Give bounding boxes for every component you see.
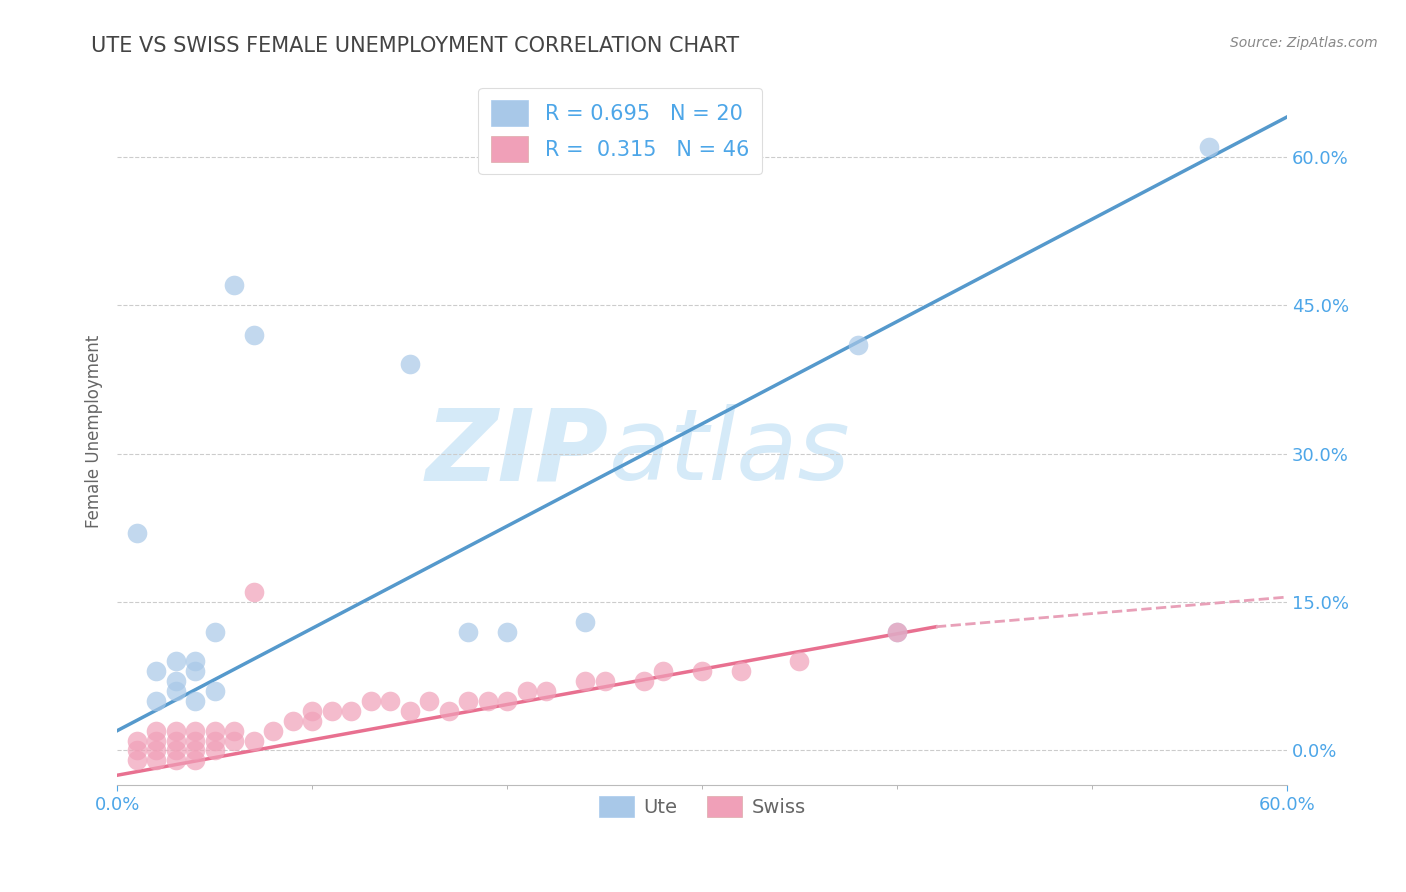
Point — [165, 723, 187, 738]
Point — [301, 704, 323, 718]
Point — [145, 733, 167, 747]
Point — [125, 525, 148, 540]
Point — [224, 733, 246, 747]
Point — [125, 753, 148, 767]
Point — [204, 684, 226, 698]
Point — [593, 674, 616, 689]
Point — [165, 743, 187, 757]
Text: ZIP: ZIP — [426, 404, 609, 501]
Point — [846, 337, 869, 351]
Point — [1198, 139, 1220, 153]
Point — [301, 714, 323, 728]
Point — [204, 624, 226, 639]
Point — [262, 723, 284, 738]
Point — [184, 753, 207, 767]
Legend: Ute, Swiss: Ute, Swiss — [591, 789, 813, 825]
Point — [204, 723, 226, 738]
Point — [242, 327, 264, 342]
Text: atlas: atlas — [609, 404, 851, 501]
Point — [184, 694, 207, 708]
Point — [477, 694, 499, 708]
Point — [125, 733, 148, 747]
Point — [281, 714, 304, 728]
Point — [496, 624, 519, 639]
Text: Source: ZipAtlas.com: Source: ZipAtlas.com — [1230, 36, 1378, 50]
Point — [886, 624, 908, 639]
Point — [184, 723, 207, 738]
Point — [886, 624, 908, 639]
Point — [534, 684, 557, 698]
Point — [378, 694, 401, 708]
Point — [165, 654, 187, 668]
Point — [165, 733, 187, 747]
Point — [165, 674, 187, 689]
Point — [145, 665, 167, 679]
Point — [204, 733, 226, 747]
Point — [496, 694, 519, 708]
Point — [652, 665, 675, 679]
Point — [204, 743, 226, 757]
Point — [145, 753, 167, 767]
Point — [224, 723, 246, 738]
Y-axis label: Female Unemployment: Female Unemployment — [86, 334, 103, 528]
Point — [165, 684, 187, 698]
Point — [789, 654, 811, 668]
Point — [516, 684, 538, 698]
Point — [574, 615, 596, 629]
Point — [730, 665, 752, 679]
Point — [633, 674, 655, 689]
Point — [224, 278, 246, 293]
Point — [690, 665, 713, 679]
Point — [242, 733, 264, 747]
Point — [125, 743, 148, 757]
Point — [184, 743, 207, 757]
Point — [574, 674, 596, 689]
Point — [340, 704, 363, 718]
Point — [165, 753, 187, 767]
Point — [145, 723, 167, 738]
Point — [184, 654, 207, 668]
Point — [145, 743, 167, 757]
Point — [398, 704, 420, 718]
Point — [184, 665, 207, 679]
Point — [242, 585, 264, 599]
Text: UTE VS SWISS FEMALE UNEMPLOYMENT CORRELATION CHART: UTE VS SWISS FEMALE UNEMPLOYMENT CORRELA… — [91, 36, 740, 55]
Point — [145, 694, 167, 708]
Point — [321, 704, 343, 718]
Point — [457, 694, 479, 708]
Point — [398, 358, 420, 372]
Point — [418, 694, 440, 708]
Point — [437, 704, 460, 718]
Point — [184, 733, 207, 747]
Point — [457, 624, 479, 639]
Point — [360, 694, 382, 708]
